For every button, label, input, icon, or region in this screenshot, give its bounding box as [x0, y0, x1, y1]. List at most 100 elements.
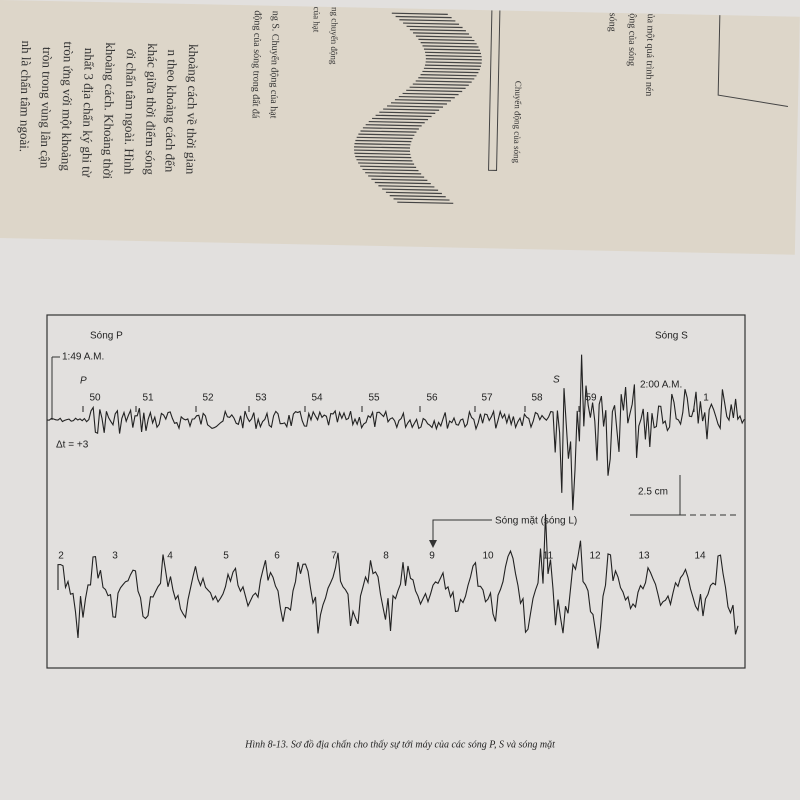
minute-label: 57: [481, 393, 493, 404]
minute-label: 13: [638, 551, 650, 562]
illustration-line: [409, 28, 466, 32]
illustration-line: [378, 185, 435, 188]
illustration-line: [395, 15, 452, 19]
illustration-line: [399, 19, 456, 22]
illustration-line: [389, 195, 446, 198]
illustration-line: [358, 162, 415, 165]
p-marker: P: [80, 376, 87, 387]
time-2am: 2:00 A.M.: [640, 380, 682, 391]
illustration-line: [355, 155, 412, 159]
illustration-line: [425, 61, 482, 64]
illustration-line: [420, 74, 477, 77]
illustration-line: [356, 159, 413, 162]
surface-arrow: [432, 519, 492, 540]
minute-label: 50: [89, 393, 101, 404]
illustration-line: [390, 102, 447, 105]
illustration-line: [355, 139, 412, 143]
minute-label: 58: [531, 393, 543, 404]
illustration-line: [368, 175, 425, 178]
minute-label: 6: [274, 551, 280, 562]
illustration-line: [365, 124, 422, 127]
illustration-line: [382, 188, 439, 191]
scale-label: 2.5 cm: [638, 487, 668, 498]
illustration-line: [372, 117, 429, 121]
minute-label: 9: [429, 551, 435, 562]
illustration-line: [406, 25, 463, 29]
illustration-line: [403, 22, 460, 25]
illustration-line: [391, 12, 448, 15]
minute-label: 3: [112, 551, 118, 562]
illustration-line: [422, 45, 479, 48]
illustration-line: [415, 35, 472, 38]
illustration-line: [358, 133, 415, 136]
illustration-line: [385, 191, 442, 195]
minute-label: 4: [167, 551, 173, 562]
illustration-line: [387, 105, 444, 108]
p-wave-label: Sóng P: [90, 331, 123, 342]
minute-label: 12: [589, 551, 601, 562]
illustration-line: [413, 32, 470, 35]
illustration-line: [394, 99, 451, 102]
illustration-line: [397, 201, 454, 204]
surface-wave-label: Sóng mặt (sóng L): [495, 516, 577, 527]
minute-label: 55: [368, 393, 380, 404]
illustration-line: [393, 198, 450, 201]
illustration-line: [420, 42, 477, 45]
illustration-line: [422, 70, 479, 74]
delta-t: Δt = +3: [56, 440, 89, 451]
minute-label: 56: [426, 393, 438, 404]
illustration-line: [425, 54, 482, 58]
illustration-line: [418, 77, 475, 80]
illustration-line: [418, 38, 475, 42]
minute-label: 51: [142, 393, 154, 404]
illustration-line: [356, 136, 413, 140]
illustration-line: [415, 80, 472, 83]
minute-label: 1: [703, 393, 709, 404]
illustration-line: [368, 120, 425, 124]
illustration-line: [379, 111, 436, 114]
figure-frame: [46, 314, 746, 669]
illustration-line: [423, 48, 480, 51]
illustration-line: [360, 130, 417, 133]
minute-label: 54: [311, 393, 323, 404]
illustration-line: [354, 152, 411, 156]
start-time: 1:49 A.M.: [62, 352, 104, 363]
minute-label: 8: [383, 551, 389, 562]
illustration-line: [402, 92, 459, 96]
minute-label: 52: [202, 393, 214, 404]
minute-label: 10: [482, 551, 494, 562]
illustration-line: [425, 51, 482, 55]
illustration-line: [365, 172, 422, 175]
illustration-line: [354, 143, 411, 146]
illustration-line: [424, 64, 481, 67]
caption: Hình 8-13. Sơ đồ địa chấn cho thấy sự tớ…: [244, 739, 555, 750]
minute-label: 2: [58, 551, 64, 562]
illustration-line: [406, 89, 463, 93]
illustration-line: [354, 146, 411, 149]
illustration-line: [409, 86, 466, 89]
trace-row2: [57, 514, 739, 649]
illustration-line: [374, 181, 431, 185]
trace-row1: [46, 354, 745, 511]
illustration-line: [353, 149, 411, 152]
illustration-line: [360, 165, 417, 168]
illustration-line: [383, 108, 440, 111]
illustration-line: [362, 127, 419, 130]
top-illustration: [353, 10, 789, 204]
illustration-line: [423, 67, 480, 71]
surface-arrow-head: [429, 540, 437, 548]
minute-label: 53: [255, 393, 267, 404]
minute-label: 14: [694, 551, 706, 562]
illustration-line: [375, 114, 432, 118]
minute-label: 7: [331, 551, 337, 562]
illustration-frame: [488, 10, 789, 171]
illustration-line: [425, 58, 482, 61]
minute-label: 11: [543, 551, 554, 562]
minute-label: 5: [223, 551, 229, 562]
s-marker: S: [553, 375, 560, 386]
illustration-line: [371, 178, 428, 181]
illustration-line: [362, 168, 419, 172]
illustration-line: [398, 95, 455, 99]
